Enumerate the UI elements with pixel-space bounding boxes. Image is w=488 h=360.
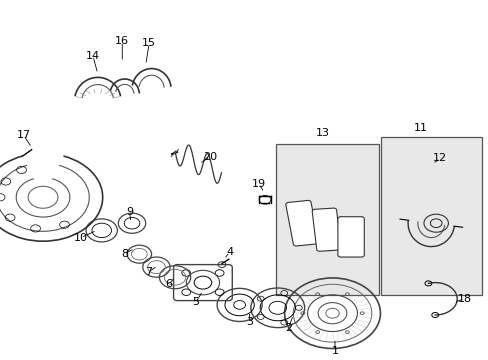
Text: 11: 11 xyxy=(413,123,427,133)
Text: 2: 2 xyxy=(285,323,291,333)
Text: 15: 15 xyxy=(142,38,156,48)
FancyBboxPatch shape xyxy=(285,201,318,246)
Text: 14: 14 xyxy=(86,51,100,61)
Text: 10: 10 xyxy=(74,233,87,243)
Text: 17: 17 xyxy=(17,130,30,140)
Text: 12: 12 xyxy=(432,153,446,163)
Text: 9: 9 xyxy=(126,207,133,217)
Text: 19: 19 xyxy=(252,179,265,189)
Text: 20: 20 xyxy=(203,152,217,162)
Text: 8: 8 xyxy=(121,249,128,259)
Text: 7: 7 xyxy=(145,267,152,277)
Text: 6: 6 xyxy=(165,279,172,289)
Text: 5: 5 xyxy=(192,297,199,307)
Text: 3: 3 xyxy=(245,317,252,327)
Bar xyxy=(381,137,481,295)
FancyBboxPatch shape xyxy=(337,217,364,257)
Text: 16: 16 xyxy=(115,36,129,46)
FancyBboxPatch shape xyxy=(311,208,341,251)
Text: 18: 18 xyxy=(457,294,470,304)
Text: 13: 13 xyxy=(315,128,329,138)
Text: 4: 4 xyxy=(226,247,233,257)
Bar xyxy=(276,144,378,295)
Text: 1: 1 xyxy=(331,346,338,356)
